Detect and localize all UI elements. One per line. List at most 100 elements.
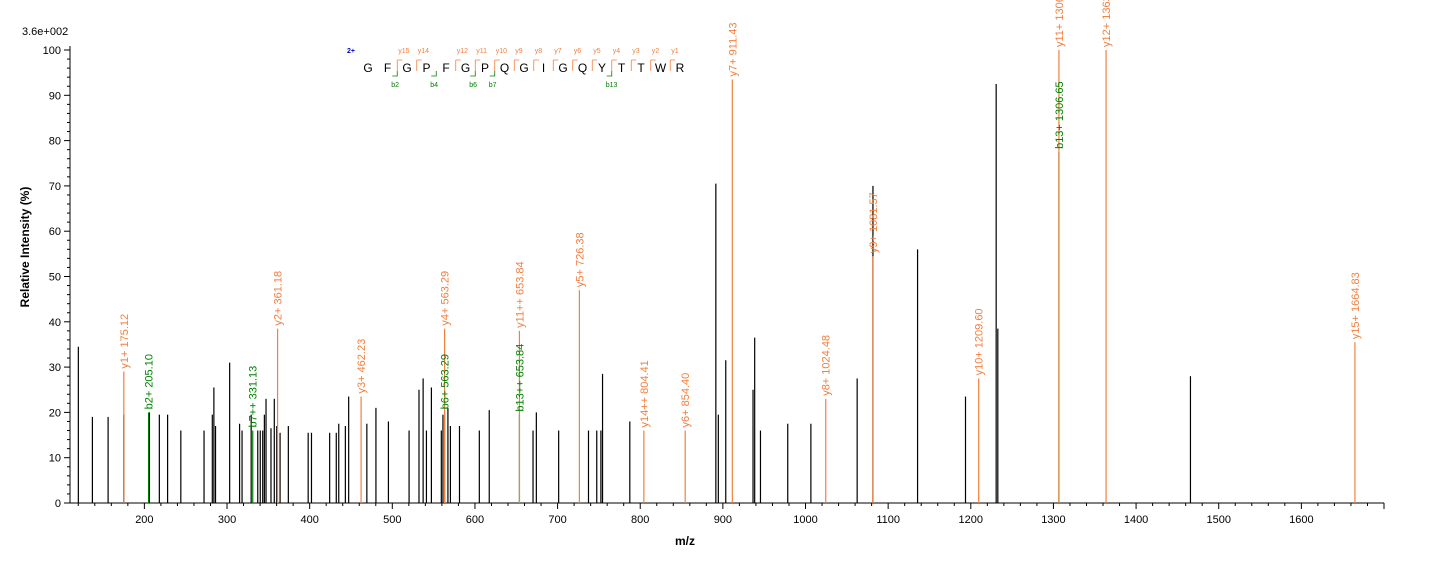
peak-label: b13++ 653.84 bbox=[514, 344, 526, 412]
x-tick-label: 1300 bbox=[1041, 514, 1065, 526]
y-tick-label: 70 bbox=[49, 181, 61, 193]
peak-label: y9+ 1081.57 bbox=[868, 192, 880, 253]
peak-label: y11++ 653.84 bbox=[514, 261, 526, 327]
x-tick-label: 900 bbox=[714, 514, 732, 526]
y-ion-bracket bbox=[630, 59, 637, 71]
sequence-residue: F bbox=[384, 61, 391, 75]
y-ion-label: y8 bbox=[535, 48, 543, 55]
b-ion-bracket bbox=[392, 71, 398, 77]
sequence-residue: G bbox=[519, 61, 528, 75]
b-ion-label: b4 bbox=[430, 82, 438, 89]
peak-label: y15+ 1664.83 bbox=[1350, 272, 1362, 339]
peak-label: y5+ 726.38 bbox=[574, 232, 586, 287]
sequence-residue: W bbox=[655, 61, 667, 75]
sequence-residue: G bbox=[402, 61, 411, 75]
b-ion-label: b7 bbox=[489, 82, 497, 89]
y-ion-label: y11 bbox=[476, 48, 487, 55]
peak-label: b2+ 205.10 bbox=[144, 354, 156, 409]
y-ion-bracket bbox=[669, 59, 676, 71]
x-axis-title: m/z bbox=[675, 534, 695, 548]
sequence-residue: I bbox=[542, 61, 545, 75]
b-ion-bracket bbox=[489, 71, 496, 77]
y-tick-label: 60 bbox=[49, 226, 61, 238]
y-ion-bracket bbox=[552, 59, 559, 71]
y-ion-bracket bbox=[513, 59, 520, 71]
peak-label: b13+ 1306.65 bbox=[1054, 81, 1066, 149]
y-ion-bracket bbox=[572, 59, 578, 71]
y-ion-label: y6 bbox=[574, 48, 582, 55]
peak-label: y4+ 563.29 bbox=[440, 271, 452, 326]
peak-label: y7+ 911.43 bbox=[727, 23, 739, 77]
scale-label: 3.6e+002 bbox=[22, 26, 68, 38]
axes: 200 300 400 500 600 700 800 900 1000 1100 1200 1300… bbox=[43, 45, 1385, 526]
y-ion-label: y7 bbox=[554, 48, 562, 55]
peak-label: y14++ 804.41 bbox=[639, 360, 651, 427]
x-tick-label: 1400 bbox=[1124, 514, 1148, 526]
sequence-residue: G bbox=[461, 61, 470, 75]
y-ion-label: y10 bbox=[496, 48, 507, 55]
x-tick-label: 1200 bbox=[959, 514, 983, 526]
y-ion-label: y3 bbox=[632, 48, 640, 55]
sequence-residue: T bbox=[618, 61, 626, 75]
y-axis-title: Relative Intensity (%) bbox=[18, 187, 32, 308]
b-ion-label: b6 bbox=[469, 82, 477, 89]
x-tick-label: 1000 bbox=[793, 514, 817, 526]
x-tick-label: 500 bbox=[383, 514, 401, 526]
peak-label: y2+ 361.18 bbox=[273, 271, 285, 326]
y-ion-label: y12 bbox=[457, 48, 468, 55]
peak-label: y3+ 462.23 bbox=[356, 339, 368, 394]
y-tick-label: 40 bbox=[49, 317, 61, 329]
sequence-residue: P bbox=[481, 61, 489, 75]
sequence-residue: G bbox=[363, 61, 372, 75]
peak-label: y10+ 1209.60 bbox=[974, 308, 986, 375]
y-ion-bracket bbox=[396, 59, 403, 71]
x-tick-label: 1100 bbox=[876, 514, 900, 526]
y-ion-bracket bbox=[611, 59, 617, 71]
y-tick-label: 90 bbox=[49, 90, 61, 102]
x-tick-label: 1500 bbox=[1206, 514, 1230, 526]
peak-labels: y1+ 175.12 b2+ 205.10 b7++ 331.13 y2+ 361.1… bbox=[119, 0, 1362, 428]
y-ion-bracket bbox=[591, 59, 598, 71]
x-tick-label: 600 bbox=[466, 514, 484, 526]
peak-label: y8+ 1024.48 bbox=[821, 335, 833, 396]
b-ion-bracket bbox=[606, 71, 613, 77]
peak-label: b6+ 563.29 bbox=[440, 354, 452, 409]
y-ion-bracket bbox=[533, 59, 539, 71]
y-tick-label: 100 bbox=[43, 45, 61, 57]
y-tick-label: 20 bbox=[49, 407, 61, 419]
sequence-residue: T bbox=[637, 61, 645, 75]
y-ion-label: y2 bbox=[652, 48, 660, 55]
y-tick-label: 80 bbox=[49, 136, 61, 148]
peak-label: b7++ 331.13 bbox=[248, 366, 260, 428]
peak-label: y1+ 175.12 bbox=[119, 314, 131, 369]
b-ion-label: b13 bbox=[606, 82, 618, 89]
sequence-residue: Q bbox=[500, 61, 509, 75]
charge-state: 2+ bbox=[347, 48, 355, 55]
b-ion-label: b2 bbox=[391, 82, 399, 89]
y-tick-label: 50 bbox=[49, 272, 61, 284]
sequence-residue: F bbox=[442, 61, 449, 75]
sequence-residue: G bbox=[558, 61, 567, 75]
sequence-residue: P bbox=[422, 61, 430, 75]
y-ion-bracket bbox=[494, 59, 500, 71]
y-ion-label: y4 bbox=[613, 48, 621, 55]
b-ion-bracket bbox=[431, 71, 437, 77]
y-ion-label: y5 bbox=[593, 48, 601, 55]
peak-label: y11+ 1306.65 bbox=[1054, 0, 1066, 47]
peak-label: y12+ 1363.69 bbox=[1101, 0, 1113, 47]
y-tick-label: 30 bbox=[49, 362, 61, 374]
x-tick-label: 300 bbox=[218, 514, 236, 526]
y-tick-label: 10 bbox=[49, 453, 61, 465]
y-ion-bracket bbox=[416, 59, 422, 71]
sequence-residue: R bbox=[676, 61, 685, 75]
x-tick-label: 200 bbox=[135, 514, 153, 526]
y-tick-label: 0 bbox=[55, 498, 61, 510]
y-ion-bracket bbox=[455, 59, 461, 71]
x-tick-label: 1600 bbox=[1289, 514, 1313, 526]
peak-label: y6+ 854.40 bbox=[680, 373, 692, 428]
y-ion-bracket bbox=[474, 59, 481, 71]
b-ion-bracket bbox=[470, 71, 476, 77]
x-tick-label: 700 bbox=[548, 514, 566, 526]
